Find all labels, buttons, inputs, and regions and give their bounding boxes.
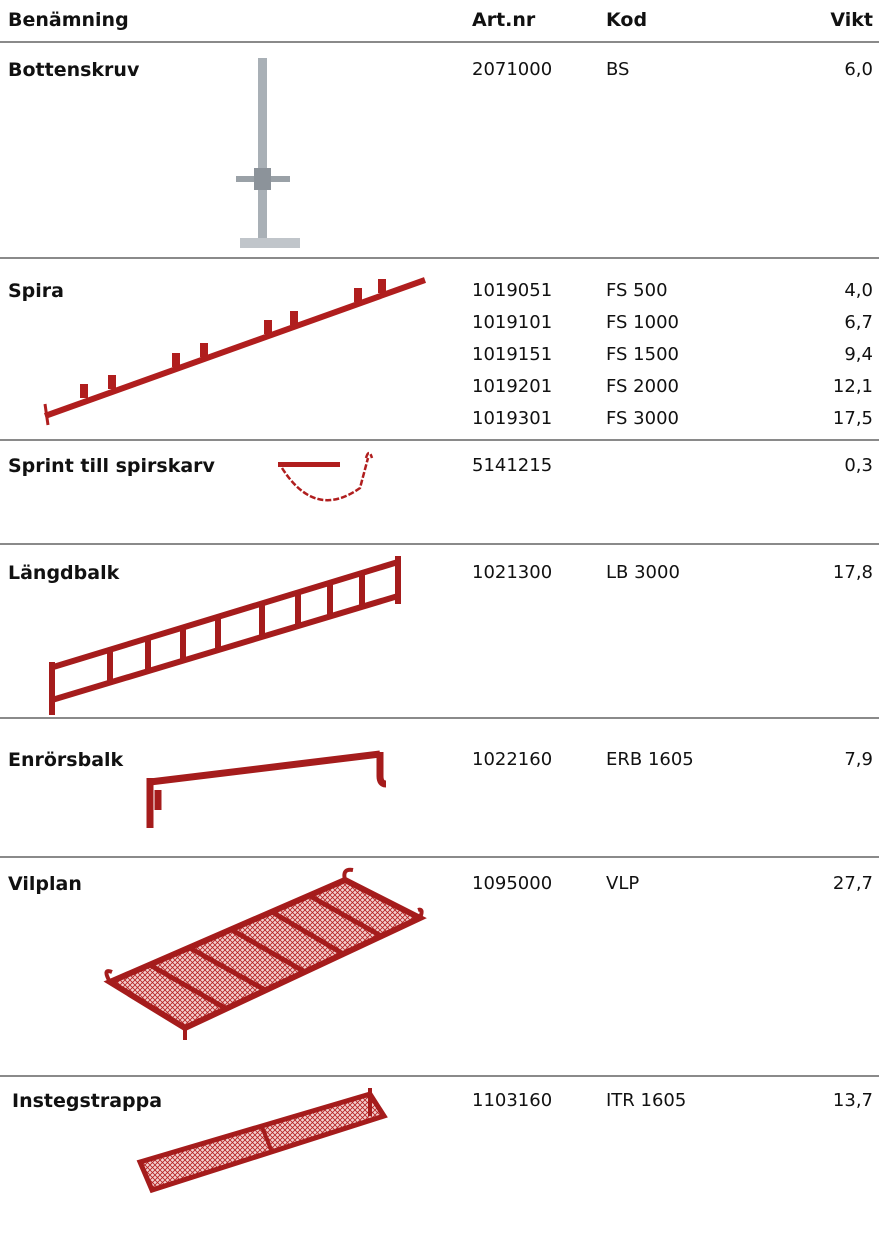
kod: FS 3000 — [606, 407, 679, 431]
vikt: 7,9 — [844, 748, 873, 772]
row-lines — [0, 42, 879, 1076]
page: Benämning Art.nr Kod Vikt Bottenskruv 2071000… — [0, 0, 879, 1234]
vikt: 0,3 — [844, 454, 873, 478]
vikt: 12,1 — [833, 375, 873, 399]
vikt: 17,8 — [833, 561, 873, 585]
vikt: 6,0 — [844, 58, 873, 82]
kod: FS 2000 — [606, 375, 679, 399]
spira-image — [45, 279, 425, 425]
art-nr: 1095000 — [472, 872, 552, 896]
vikt: 9,4 — [844, 343, 873, 367]
column-header: Benämning — [8, 8, 129, 32]
art-nr: 1019051 — [472, 279, 552, 303]
item-name: Instegstrappa — [12, 1089, 162, 1113]
column-header: Art.nr — [472, 8, 535, 32]
vikt: 27,7 — [833, 872, 873, 896]
art-nr: 1019301 — [472, 407, 552, 431]
kod: VLP — [606, 872, 639, 896]
kod: BS — [606, 58, 629, 82]
vikt: 4,0 — [844, 279, 873, 303]
vilplan-image — [106, 870, 421, 1040]
item-name: Enrörsbalk — [8, 748, 123, 772]
art-nr: 1019101 — [472, 311, 552, 335]
kod: LB 3000 — [606, 561, 680, 585]
column-header: Vikt — [830, 8, 873, 32]
item-name: Vilplan — [8, 872, 82, 896]
vikt: 17,5 — [833, 407, 873, 431]
kod: ERB 1605 — [606, 748, 694, 772]
vikt: 6,7 — [844, 311, 873, 335]
instegstrappa-image — [140, 1088, 384, 1190]
item-name: Spira — [8, 279, 64, 303]
art-nr: 2071000 — [472, 58, 552, 82]
art-nr: 5141215 — [472, 454, 552, 478]
kod: FS 1000 — [606, 311, 679, 335]
art-nr: 1022160 — [472, 748, 552, 772]
kod: ITR 1605 — [606, 1089, 686, 1113]
drawings — [0, 0, 879, 1234]
enrorsbalk-image — [150, 752, 386, 828]
column-header: Kod — [606, 8, 647, 32]
kod: FS 1500 — [606, 343, 679, 367]
art-nr: 1021300 — [472, 561, 552, 585]
kod: FS 500 — [606, 279, 668, 303]
item-name: Längdbalk — [8, 561, 119, 585]
vikt: 13,7 — [833, 1089, 873, 1113]
item-name: Bottenskruv — [8, 58, 139, 82]
item-name: Sprint till spirskarv — [8, 454, 215, 478]
bottenskruv-image — [236, 58, 300, 248]
sprint-image — [278, 453, 372, 500]
art-nr: 1019201 — [472, 375, 552, 399]
art-nr: 1019151 — [472, 343, 552, 367]
art-nr: 1103160 — [472, 1089, 552, 1113]
